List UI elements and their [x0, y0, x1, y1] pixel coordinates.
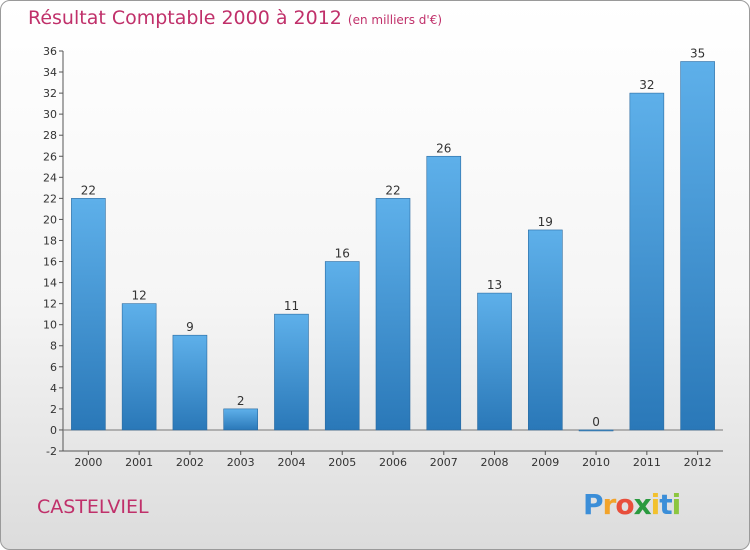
x-tick-label: 2000 [74, 456, 102, 469]
value-label: 0 [592, 415, 600, 429]
bar [629, 92, 665, 431]
y-tick-label: 10 [43, 319, 57, 332]
bar [375, 198, 411, 431]
bar [71, 198, 106, 431]
logo-letter: P [583, 488, 604, 521]
y-tick-label: 34 [43, 66, 57, 79]
y-tick-label: 36 [43, 45, 57, 58]
chart-title-text: Résultat Comptable 2000 à 2012 [28, 7, 342, 29]
value-label: 9 [186, 320, 194, 334]
y-tick-label: 0 [50, 424, 57, 437]
value-label: 13 [487, 278, 502, 292]
bar [578, 429, 614, 432]
proxiti-logo: Proxiti [583, 488, 682, 521]
bar [172, 334, 208, 431]
logo-letter: r [602, 488, 617, 521]
y-tick-label: 6 [50, 361, 57, 374]
bar [680, 61, 715, 431]
y-tick-label: 12 [43, 298, 57, 311]
x-tick-label: 2011 [633, 456, 661, 469]
bar [477, 292, 512, 431]
logo-letter: x [633, 488, 652, 521]
x-tick-label: 2002 [176, 456, 204, 469]
y-tick-label: 26 [43, 150, 57, 163]
x-tick-label: 2004 [277, 456, 305, 469]
x-tick-label: 2006 [379, 456, 407, 469]
bar [274, 313, 309, 431]
value-label: 35 [690, 47, 705, 61]
bar [426, 155, 462, 431]
y-tick-label: 14 [43, 277, 57, 290]
x-tick-label: 2010 [582, 456, 610, 469]
x-tick-label: 2009 [531, 456, 559, 469]
value-label: 26 [436, 141, 451, 155]
chart-subtitle: (en milliers d'€) [347, 13, 443, 27]
y-tick-label: 30 [43, 108, 57, 121]
x-tick-label: 2005 [328, 456, 356, 469]
y-tick-label: 18 [43, 234, 57, 247]
place-name: CASTELVIEL [37, 496, 149, 518]
x-tick-label: 2007 [430, 456, 458, 469]
value-label: 11 [284, 299, 299, 313]
y-tick-label: 28 [43, 129, 57, 142]
y-tick-label: 4 [50, 382, 57, 395]
y-tick-label: 24 [43, 171, 57, 184]
bar [324, 261, 360, 431]
chart-title: Résultat Comptable 2000 à 2012 (en millie… [28, 7, 442, 29]
bar [223, 408, 258, 431]
x-tick-label: 2001 [125, 456, 153, 469]
y-tick-label: 20 [43, 213, 57, 226]
y-tick-label: 2 [50, 403, 57, 416]
y-tick-label: 8 [50, 340, 57, 353]
value-label: 32 [639, 78, 654, 92]
y-tick-label: 16 [43, 256, 57, 269]
bar [528, 229, 563, 431]
logo-letter: t [659, 488, 672, 521]
y-tick-label: 22 [43, 192, 57, 205]
value-label: 22 [385, 183, 400, 197]
value-label: 2 [237, 394, 245, 408]
x-tick-label: 2012 [684, 456, 712, 469]
logo-letter: i [671, 488, 682, 521]
x-tick-label: 2008 [481, 456, 509, 469]
x-tick-label: 2003 [227, 456, 255, 469]
value-label: 16 [335, 247, 350, 261]
value-label: 22 [81, 183, 96, 197]
bar [121, 303, 157, 431]
y-tick-label: 32 [43, 87, 57, 100]
y-tick-label: -2 [46, 445, 57, 458]
logo-letter: o [615, 488, 634, 521]
logo-letter: i [650, 488, 661, 521]
value-label: 12 [132, 289, 147, 303]
value-label: 19 [538, 215, 553, 229]
